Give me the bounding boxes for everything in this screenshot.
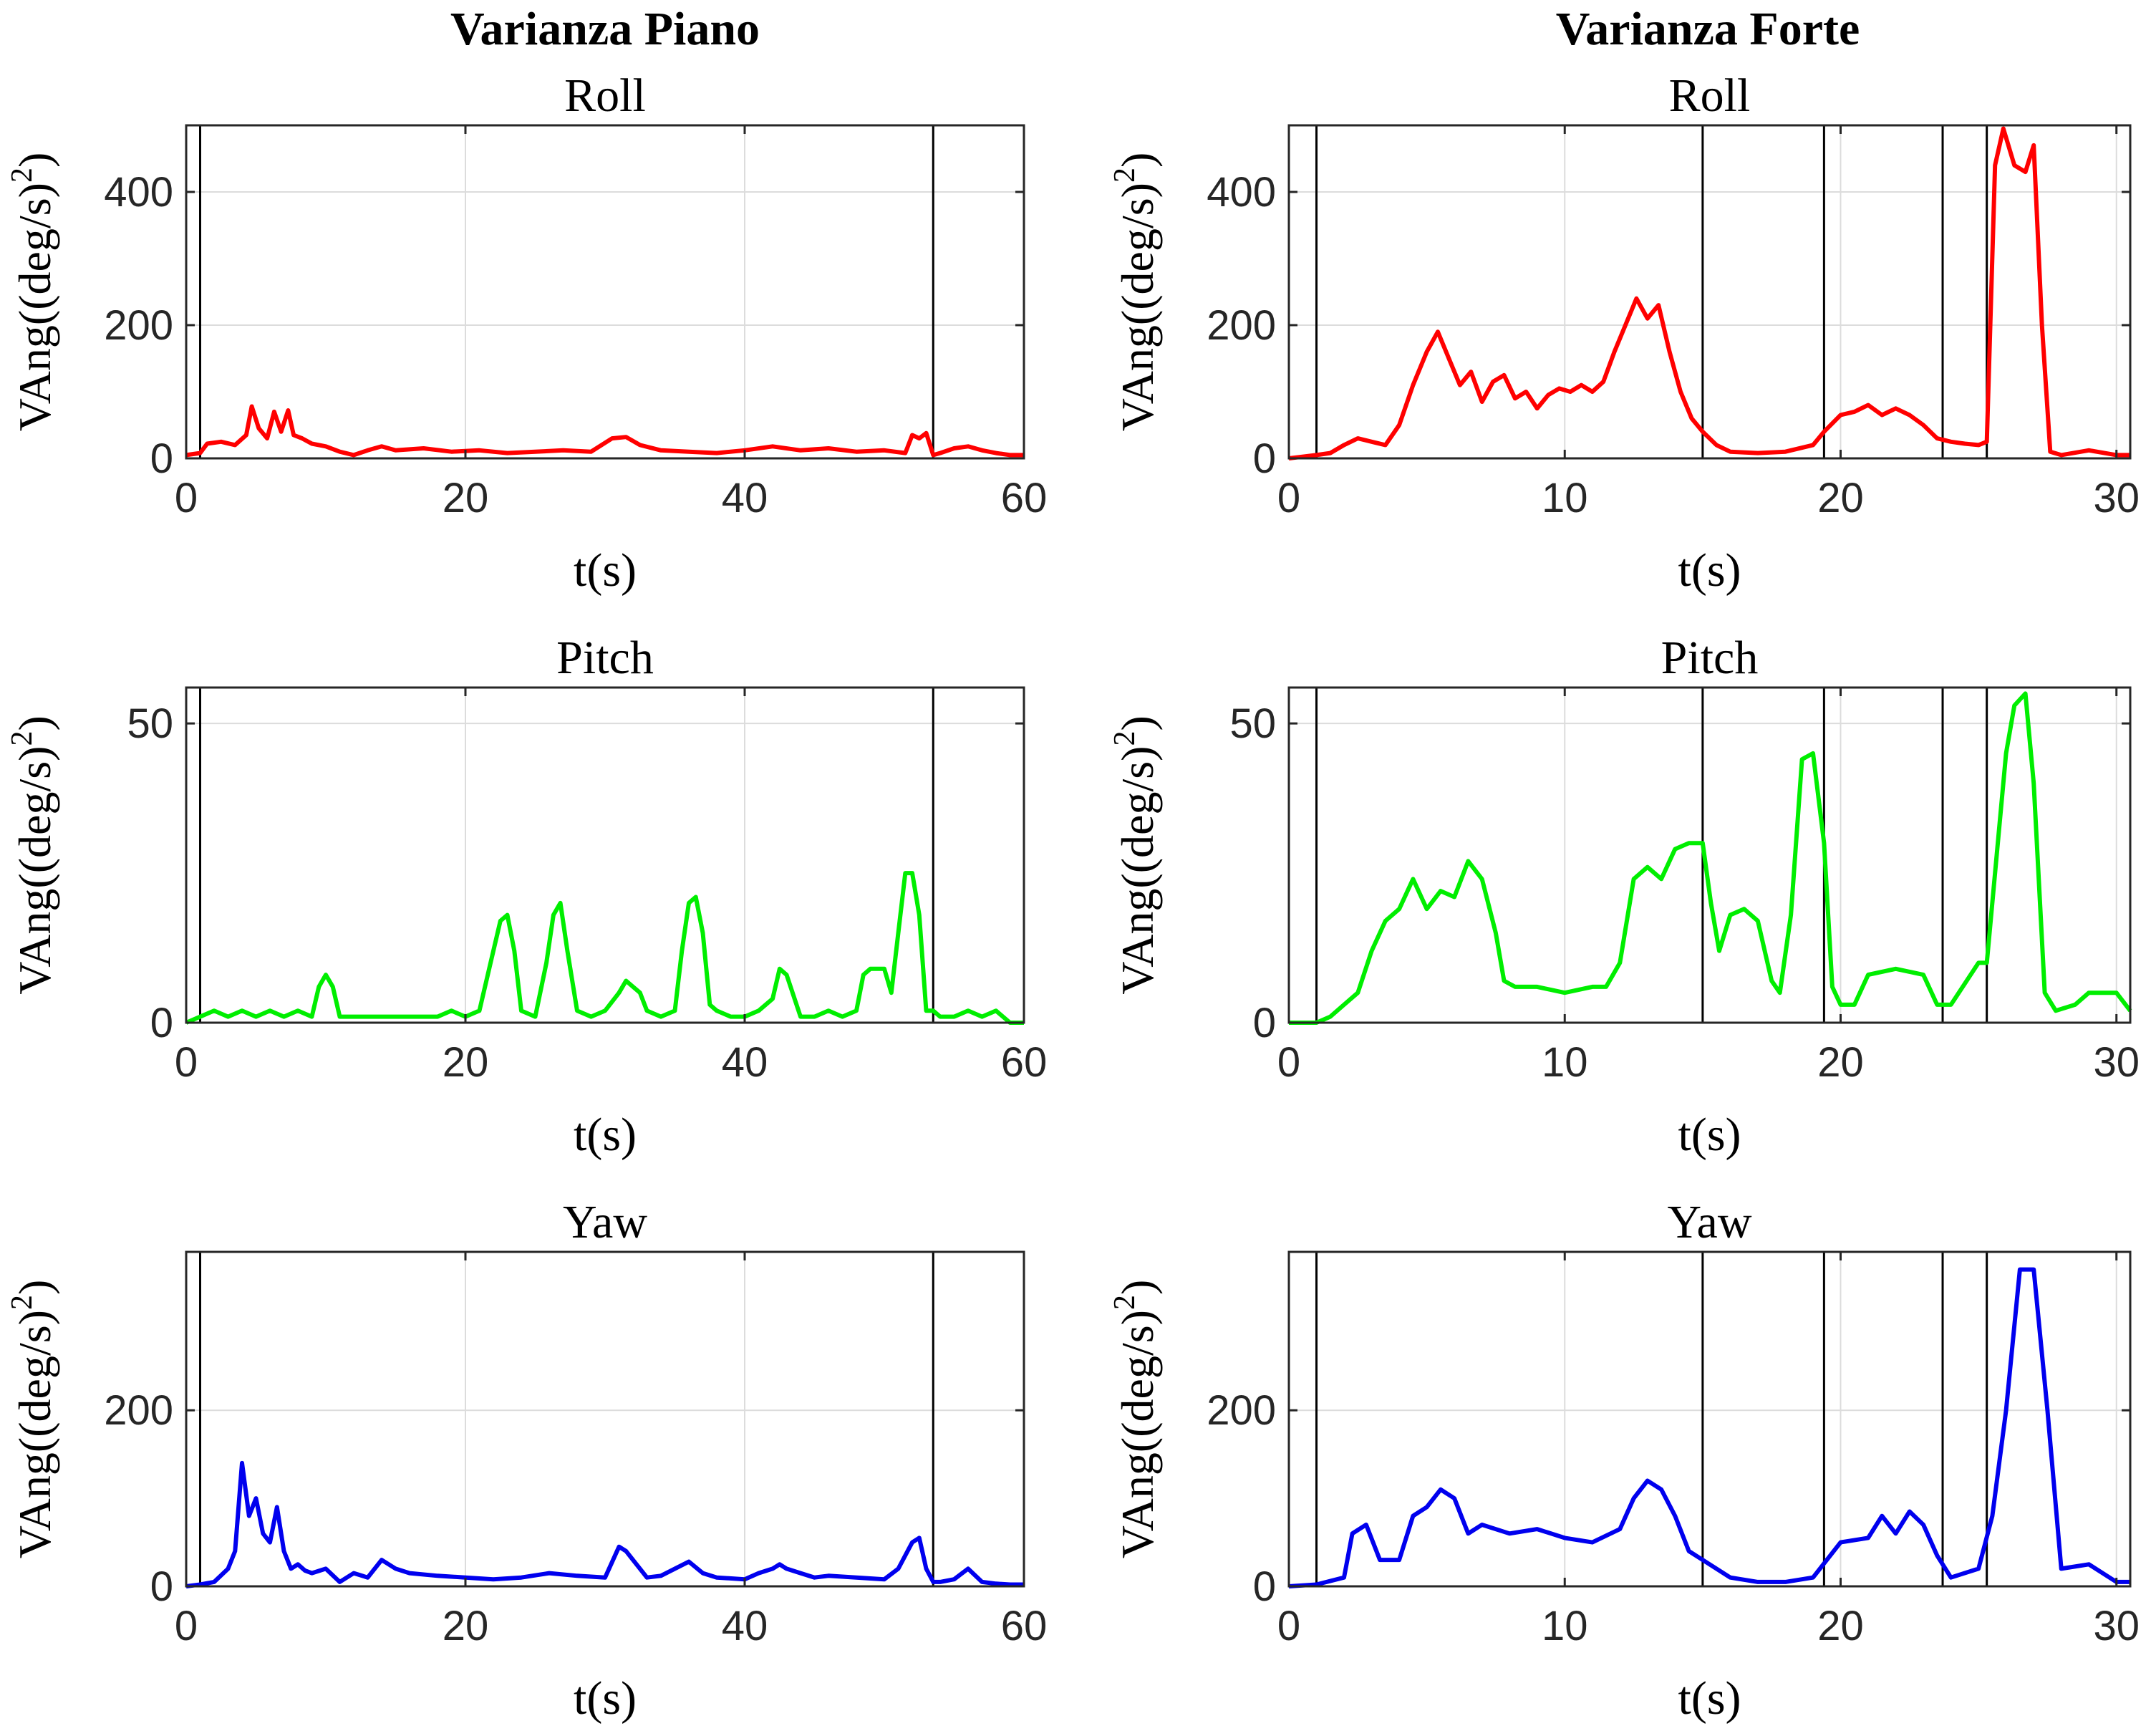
y-axis-label-superscript: 2 (1108, 1295, 1141, 1310)
x-tick-label: 10 (1542, 475, 1588, 521)
chart-panel-3: 0 10 20 30 0 50 Pitch t(s) VAng((deg/s)2) (1108, 632, 2140, 1161)
y-axis-label-superscript: 2 (6, 168, 39, 183)
plot-frame (1287, 1250, 2132, 1588)
y-axis-label-suffix: ) (9, 1280, 60, 1295)
y-axis-label-main: VAng((deg/s) (1112, 1310, 1163, 1558)
data-series-line (1289, 691, 2132, 1025)
y-tick-label: 0 (1253, 435, 1276, 482)
panel-title: Roll (564, 69, 646, 122)
x-tick-label: 0 (1277, 1039, 1300, 1086)
y-tick-label: 50 (127, 700, 173, 747)
y-axis-label-superscript: 2 (1108, 168, 1141, 183)
x-axis-label: t(s) (574, 544, 637, 597)
x-tick-label: 20 (443, 1603, 489, 1649)
x-axis-label: t(s) (574, 1109, 637, 1161)
y-axis-label: VAng((deg/s)2) (1108, 715, 1163, 995)
plot-frame (185, 686, 1025, 1024)
y-axis-label-superscript: 2 (6, 731, 39, 746)
y-axis-label: VAng((deg/s)2) (6, 715, 60, 995)
chart-panel-2: 0 20 40 60 0 50 Pitch t(s) VAng((deg/s)2) (6, 632, 1047, 1161)
y-tick-label: 0 (150, 1563, 173, 1610)
x-tick-label: 60 (1001, 1603, 1048, 1649)
chart-panel-5: 0 10 20 30 0 200 Yaw t(s) VAng((deg/s)2) (1108, 1196, 2140, 1725)
x-tick-label: 10 (1542, 1039, 1588, 1086)
y-axis-label-main: VAng((deg/s) (1112, 746, 1163, 995)
data-series-line (1288, 1267, 2130, 1588)
y-tick-label: 0 (150, 435, 173, 482)
y-tick-label: 200 (1207, 302, 1276, 349)
y-axis-label-suffix: ) (1112, 715, 1163, 730)
x-tick-label: 0 (1277, 1603, 1300, 1649)
x-tick-label: 40 (722, 1603, 768, 1649)
y-axis-label-superscript: 2 (6, 1295, 39, 1310)
column-title-piano: Varianza Piano (450, 3, 760, 55)
plot-frame (185, 124, 1025, 460)
data-series-line (1288, 126, 2130, 460)
y-axis-label-main: VAng((deg/s) (1112, 183, 1163, 431)
data-series-line (185, 871, 1024, 1025)
y-axis-label-suffix: ) (1112, 153, 1163, 168)
y-axis-label-superscript: 2 (1108, 731, 1141, 746)
y-tick-label: 200 (1207, 1387, 1276, 1434)
y-tick-label: 0 (150, 1000, 173, 1046)
plot-frame (185, 1250, 1025, 1588)
plot-frame (1287, 686, 2132, 1024)
y-axis-label: VAng((deg/s)2) (1108, 1280, 1163, 1559)
y-tick-label: 200 (104, 1387, 173, 1434)
x-axis-label: t(s) (574, 1672, 637, 1725)
x-axis-label: t(s) (1678, 1672, 1741, 1725)
x-tick-label: 20 (1817, 1603, 1864, 1649)
y-tick-label: 0 (1253, 1563, 1276, 1610)
y-tick-label: 50 (1229, 700, 1276, 747)
y-axis-label-main: VAng((deg/s) (9, 1310, 60, 1558)
y-axis-label-suffix: ) (9, 715, 60, 730)
x-tick-label: 20 (1817, 1039, 1864, 1086)
x-axis-label: t(s) (1678, 1109, 1741, 1161)
y-axis-label-suffix: ) (9, 153, 60, 168)
data-series-line (185, 1460, 1024, 1588)
panel-title: Roll (1669, 69, 1751, 122)
x-tick-label: 0 (175, 1039, 198, 1086)
y-axis-label-main: VAng((deg/s) (9, 746, 60, 995)
y-tick-label: 200 (104, 302, 173, 349)
y-axis-label-suffix: ) (1112, 1280, 1163, 1295)
x-tick-label: 20 (1817, 475, 1864, 521)
y-axis-label-main: VAng((deg/s) (9, 183, 60, 431)
column-title-forte: Varianza Forte (1556, 3, 1860, 55)
y-axis-label: VAng((deg/s)2) (1108, 153, 1163, 432)
x-tick-label: 30 (2093, 1039, 2140, 1086)
x-tick-label: 20 (443, 1039, 489, 1086)
panel-title: Yaw (1667, 1196, 1751, 1248)
y-tick-label: 0 (1253, 1000, 1276, 1046)
x-tick-label: 40 (722, 475, 768, 521)
x-tick-label: 60 (1001, 475, 1048, 521)
x-tick-label: 10 (1542, 1603, 1588, 1649)
x-tick-label: 0 (175, 1603, 198, 1649)
y-axis-label: VAng((deg/s)2) (6, 1280, 60, 1559)
x-tick-label: 40 (722, 1039, 768, 1086)
x-tick-label: 0 (175, 475, 198, 521)
x-tick-label: 20 (443, 475, 489, 521)
chart-panel-0: 0 20 40 60 0 200 400 Roll t(s) VAng((deg/s)2) (6, 69, 1047, 597)
x-tick-label: 60 (1001, 1039, 1048, 1086)
x-tick-label: 0 (1277, 475, 1300, 521)
panel-title: Pitch (1661, 632, 1759, 684)
y-tick-label: 400 (1207, 169, 1276, 216)
y-axis-label: VAng((deg/s)2) (6, 153, 60, 432)
panel-title: Pitch (556, 632, 654, 684)
y-tick-label: 400 (104, 169, 173, 216)
panel-title: Yaw (563, 1196, 647, 1248)
chart-panel-1: 0 10 20 30 0 200 400 Roll t(s) VAng((deg/s)2) (1108, 69, 2140, 597)
x-axis-label: t(s) (1678, 544, 1741, 597)
plot-frame (1287, 124, 2132, 460)
data-series-line (185, 404, 1024, 458)
x-tick-label: 30 (2093, 475, 2140, 521)
x-tick-label: 30 (2093, 1603, 2140, 1649)
chart-panel-4: 0 20 40 60 0 200 Yaw t(s) VAng((deg/s)2) (6, 1196, 1047, 1725)
